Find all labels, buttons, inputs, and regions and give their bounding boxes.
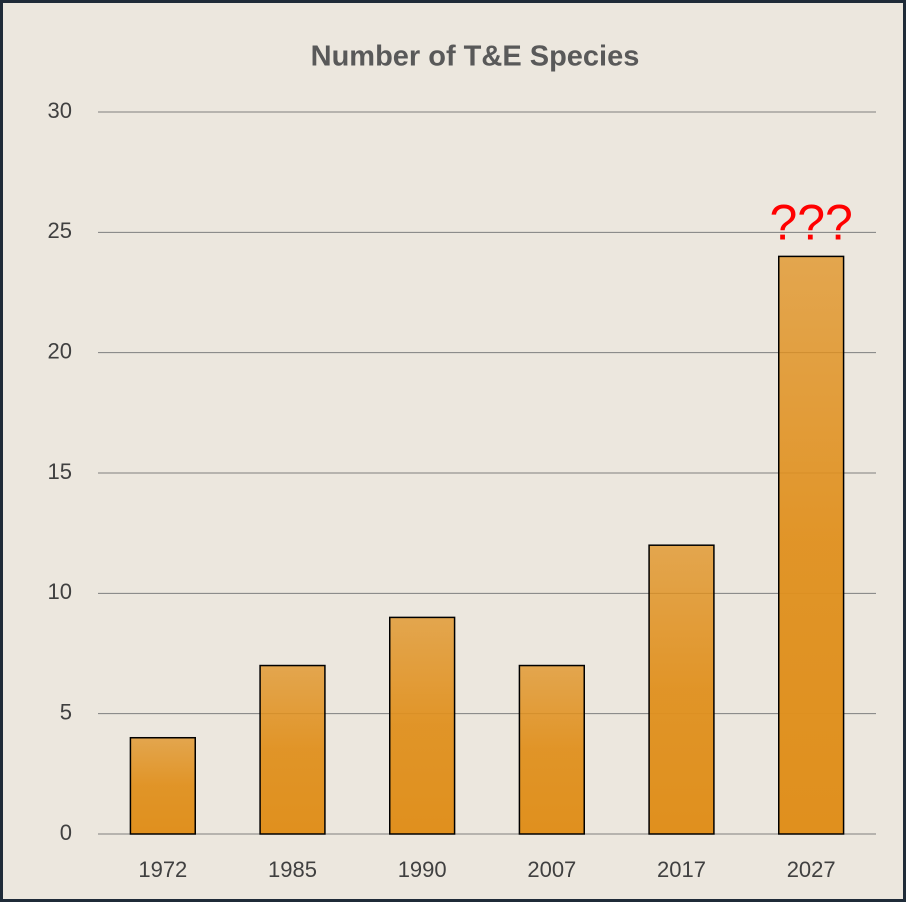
y-tick-label: 25 bbox=[48, 218, 72, 243]
bar bbox=[518, 664, 586, 835]
bar bbox=[259, 664, 326, 835]
x-tick-label: 2027 bbox=[787, 857, 836, 882]
y-tick-label: 5 bbox=[60, 699, 72, 724]
bar bbox=[129, 736, 197, 835]
x-tick-label: 1972 bbox=[138, 857, 187, 882]
annotation: ??? bbox=[769, 195, 852, 251]
y-tick-label: 10 bbox=[48, 579, 72, 604]
y-tick-label: 30 bbox=[48, 98, 72, 123]
x-tick-label: 2017 bbox=[657, 857, 706, 882]
x-tick-label: 2007 bbox=[527, 857, 576, 882]
y-tick-label: 15 bbox=[48, 459, 72, 484]
chart-title: Number of T&E Species bbox=[311, 41, 640, 73]
y-tick-label: 0 bbox=[60, 820, 72, 845]
bar bbox=[648, 544, 715, 835]
bar bbox=[778, 255, 845, 835]
y-tick-label: 20 bbox=[48, 338, 72, 363]
x-tick-label: 1990 bbox=[398, 857, 447, 882]
x-tick-label: 1985 bbox=[268, 857, 317, 882]
bar bbox=[389, 616, 456, 835]
